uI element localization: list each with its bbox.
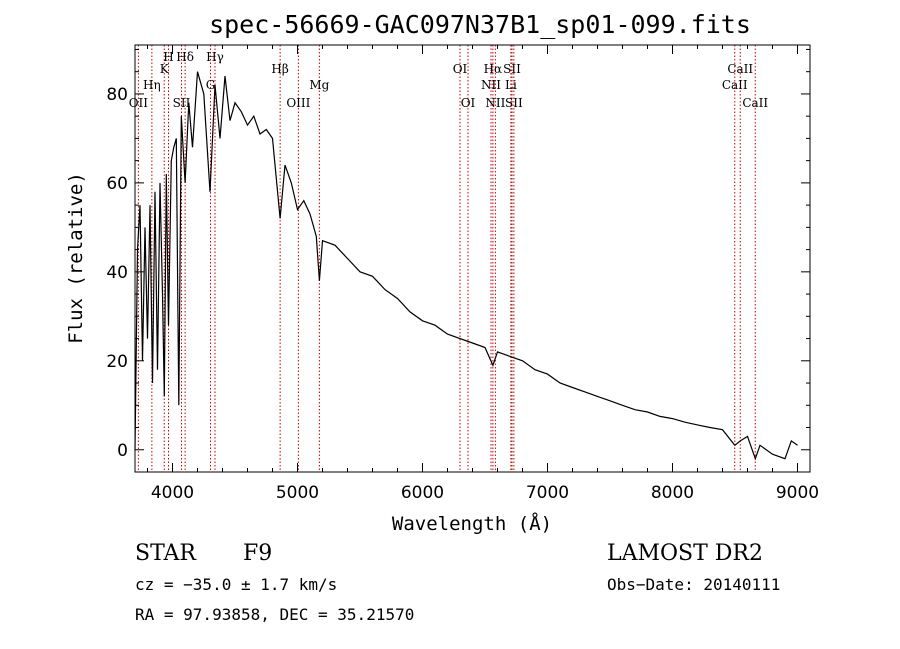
y-tick-label: 20 — [106, 352, 128, 372]
coordinates-readout: RA = 97.93858, DEC = 35.21570 — [135, 605, 414, 624]
chart-title: spec-56669-GAC097N37B1_sp01-099.fits — [209, 10, 751, 39]
spectral-line-label: CaII — [742, 96, 768, 110]
survey-name: LAMOST DR2 — [607, 541, 763, 566]
x-tick-label: 5000 — [276, 483, 319, 503]
spectrum-series-line — [134, 71, 798, 461]
spectral-line-label: Hβ — [271, 62, 288, 76]
spectral-line-label: K — [160, 62, 170, 76]
spectral-line-label: Mg — [309, 78, 329, 92]
spectral-line-label: Hα — [484, 62, 503, 76]
spectral-line-label: SII — [173, 96, 191, 110]
x-tick-label: 6000 — [401, 483, 444, 503]
y-tick-label: 60 — [106, 174, 128, 194]
y-axis-ticks: 0 20 40 60 80 — [106, 48, 810, 473]
spectral-line-label: Hδ — [176, 50, 194, 64]
x-tick-label: 7000 — [526, 483, 569, 503]
spectral-line-label: NII — [481, 78, 501, 92]
spectral-line-label: H — [163, 50, 173, 64]
redshift-readout: cz = −35.0 ± 1.7 km/s — [135, 575, 337, 594]
spectral-line-label: SII — [503, 62, 521, 76]
spectral-line-label: CaII — [727, 62, 753, 76]
spectral-line-label: G — [206, 78, 216, 92]
y-axis-label: Flux (relative) — [65, 172, 87, 344]
object-subclass: F9 — [243, 541, 272, 566]
spectral-line-label: Hη — [143, 78, 161, 92]
x-axis-ticks: 4000 5000 6000 7000 8000 9000 — [147, 45, 819, 503]
observation-date: Obs−Date: 20140111 — [607, 575, 780, 594]
spectral-line-label: SII — [505, 96, 523, 110]
x-tick-label: 4000 — [151, 483, 194, 503]
y-tick-label: 80 — [106, 85, 128, 105]
spectral-line-label: NII — [485, 96, 505, 110]
spectral-line-label: OI — [453, 62, 468, 76]
spectral-line-label: Hγ — [206, 50, 224, 64]
spectral-line-markers — [137, 45, 756, 472]
spectral-line-label: CaII — [722, 78, 748, 92]
spectral-line-label: OI — [461, 96, 476, 110]
x-tick-label: 8000 — [651, 483, 694, 503]
y-tick-label: 40 — [106, 263, 128, 283]
spectral-line-label: OIII — [286, 96, 310, 110]
x-tick-label: 9000 — [776, 483, 819, 503]
object-class: STAR — [135, 541, 197, 566]
y-tick-label: 0 — [117, 441, 128, 461]
x-axis-label: Wavelength (Å) — [392, 512, 552, 535]
spectral-line-label: Li — [505, 78, 517, 92]
spectral-line-label: OII — [129, 96, 149, 110]
